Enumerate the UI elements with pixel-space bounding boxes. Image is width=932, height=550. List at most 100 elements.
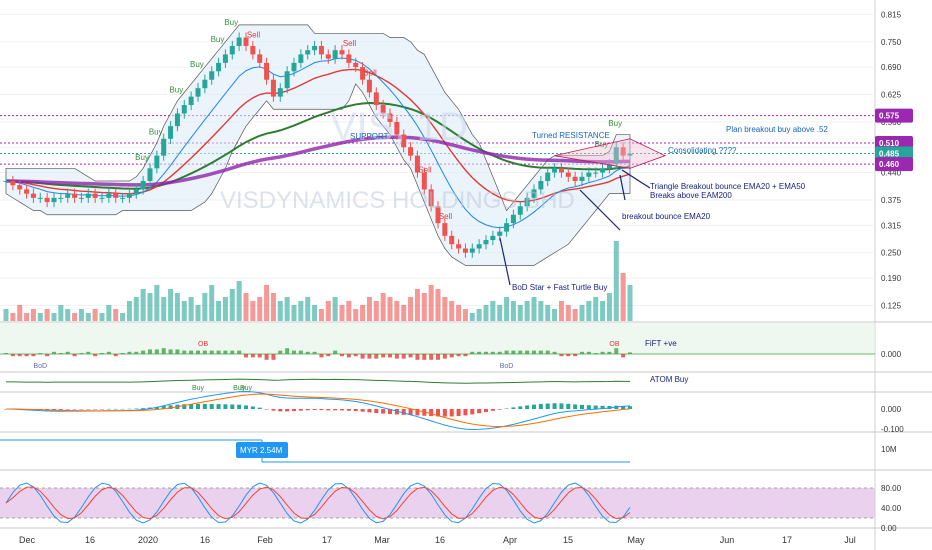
volume-bar xyxy=(524,301,530,321)
sell-signal-label: Sell xyxy=(439,212,453,221)
time-tick-label: 2020 xyxy=(138,535,158,545)
fift-bar xyxy=(600,351,605,354)
stoch-tick: 40.00 xyxy=(881,504,902,513)
volume-bar xyxy=(387,297,393,321)
price-tick-label: 0.440 xyxy=(881,169,902,178)
volume-bar xyxy=(168,289,174,321)
candle-body xyxy=(24,189,30,194)
time-tick-label: 15 xyxy=(563,535,573,545)
candle-body xyxy=(401,134,407,148)
macd-bar xyxy=(566,403,571,409)
volume-bar xyxy=(613,241,619,321)
candle-body xyxy=(613,147,619,165)
macd-bar xyxy=(285,409,290,412)
sell-signal-label: Sell xyxy=(247,31,261,40)
fift-bar xyxy=(113,354,118,357)
price-panel[interactable]: Buy Buy Buy Buy Buy Buy Buy Buy Sell Sell Sell Sell… xyxy=(0,13,875,321)
volume-bar xyxy=(51,313,57,321)
macd-bar xyxy=(319,409,324,411)
candle-body xyxy=(462,248,468,253)
macd-bar xyxy=(518,406,523,409)
macd-bar xyxy=(408,409,413,416)
candle-body xyxy=(264,62,270,80)
macd-bar xyxy=(490,409,495,411)
price-tick-label: 0.250 xyxy=(881,249,902,258)
price-level-badge xyxy=(875,136,913,151)
candle-body xyxy=(360,67,366,80)
fift-bar xyxy=(38,353,43,354)
candle-body xyxy=(222,54,228,63)
fift-bar xyxy=(216,350,221,354)
fift-bar xyxy=(353,354,358,357)
macd-tick: 0.000 xyxy=(881,405,902,414)
volume-bar xyxy=(147,293,153,321)
volume-bar xyxy=(401,305,407,321)
volume-bar xyxy=(154,285,160,321)
fift-marker: BoD xyxy=(33,363,47,370)
macd-bar xyxy=(237,404,242,409)
candle-body xyxy=(154,155,160,169)
time-tick-label: Apr xyxy=(503,535,517,545)
candle-body xyxy=(113,193,119,198)
consolidation-triangle xyxy=(554,138,667,169)
macd-bar xyxy=(340,409,344,411)
time-axis[interactable]: Dec 16 2020 16 Feb 17 Mar 16 Apr 15 May Jun 17 Jul xyxy=(19,535,856,545)
annotation-triangle-breakout: Triangle Breakout bounce EMA20 + EMA50 xyxy=(650,182,806,191)
fift-bar xyxy=(79,353,84,354)
annotation-turned-resistance: Turned RESISTANCE xyxy=(532,131,610,140)
candle-body xyxy=(435,206,441,224)
volume-bar xyxy=(366,297,372,321)
volume-bar xyxy=(346,301,352,321)
fift-bar xyxy=(127,351,132,354)
macd-bar xyxy=(209,403,214,409)
macd-bar xyxy=(113,408,118,410)
buy-signal-label: Buy xyxy=(169,85,183,94)
macd-bar xyxy=(580,404,584,409)
macd-bar xyxy=(134,408,139,410)
volume-bar xyxy=(174,293,180,321)
price-level-text: 0.460 xyxy=(879,160,900,169)
volume-bar xyxy=(229,289,235,321)
candle-body xyxy=(517,206,523,215)
macd-bar xyxy=(346,409,351,411)
candle-body xyxy=(65,193,71,198)
fift-label: FiFT +ve xyxy=(645,339,677,348)
macd-bar xyxy=(456,409,461,416)
volume-bar xyxy=(353,309,359,321)
candle-body xyxy=(120,197,126,199)
macd-bar xyxy=(86,409,91,410)
volume-bar xyxy=(65,309,71,321)
fift-bar xyxy=(340,354,344,357)
fift-bar xyxy=(490,351,495,354)
candle-body xyxy=(606,164,612,169)
fift-bar xyxy=(559,354,564,357)
macd-bar xyxy=(305,409,310,411)
stoch-tick: 80.00 xyxy=(881,484,902,493)
fift-bar xyxy=(312,351,317,354)
fift-bar xyxy=(497,351,502,354)
fift-bar xyxy=(65,351,70,354)
volume-bar xyxy=(627,285,633,321)
price-axis[interactable]: 0.8150.7500.6900.6250.5600.5000.4400.375… xyxy=(875,10,913,533)
candle-body xyxy=(442,223,448,236)
fift-bar xyxy=(271,354,276,360)
candle-body xyxy=(552,168,558,173)
candle-body xyxy=(188,96,194,106)
time-tick-label: Jul xyxy=(844,535,856,545)
candle-body xyxy=(298,54,304,63)
sell-signal-label: Sell xyxy=(363,69,377,78)
fift-bar xyxy=(607,351,612,354)
fift-bar xyxy=(477,351,482,354)
time-tick-label: May xyxy=(627,535,645,545)
time-tick-label: 16 xyxy=(200,535,210,545)
candle-body xyxy=(408,147,414,156)
volume-bar xyxy=(120,313,126,321)
candle-body xyxy=(558,168,564,173)
volume-bar xyxy=(17,305,23,321)
fift-bar xyxy=(182,350,187,354)
macd-bar xyxy=(607,405,612,409)
volume-bar xyxy=(531,297,537,321)
volume-bar xyxy=(373,301,379,321)
